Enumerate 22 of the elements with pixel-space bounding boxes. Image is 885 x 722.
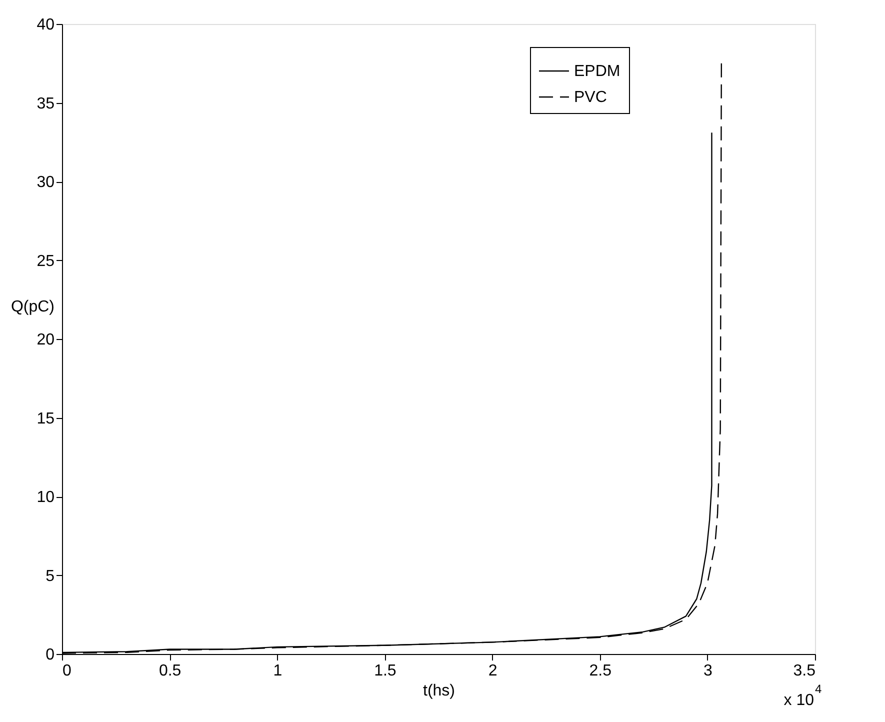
y-tick-label: 10	[36, 489, 55, 506]
text: x 104	[784, 682, 822, 709]
y-axis-title: Q(pC)	[10, 298, 54, 316]
x-tick-label: 2.5	[589, 662, 612, 680]
x-tick-label: 1.5	[374, 662, 396, 680]
x-tick-label: 2	[488, 662, 498, 680]
x-axis-title: t(hs)	[423, 682, 455, 700]
y-tick-label: 35	[36, 95, 55, 112]
y-tick-label: 15	[36, 410, 55, 428]
y-tick-label: 5	[46, 568, 55, 585]
x-tick-label: 3	[703, 662, 712, 680]
x-tick-label: 1	[273, 662, 282, 680]
x-tick-label: 0.5	[158, 662, 182, 680]
y-tick-label: 0	[46, 646, 55, 664]
y-tick-label: 40	[36, 16, 55, 34]
y-tick-label: 30	[36, 174, 55, 191]
y-tick-label: 25	[36, 252, 55, 270]
x-tick-label: 3.5	[793, 662, 816, 680]
y-tick-label: 20	[36, 332, 55, 348]
legend-label: PVC	[574, 89, 607, 106]
legend-label: EPDM	[574, 63, 620, 80]
x-tick-label: 0	[62, 662, 72, 680]
